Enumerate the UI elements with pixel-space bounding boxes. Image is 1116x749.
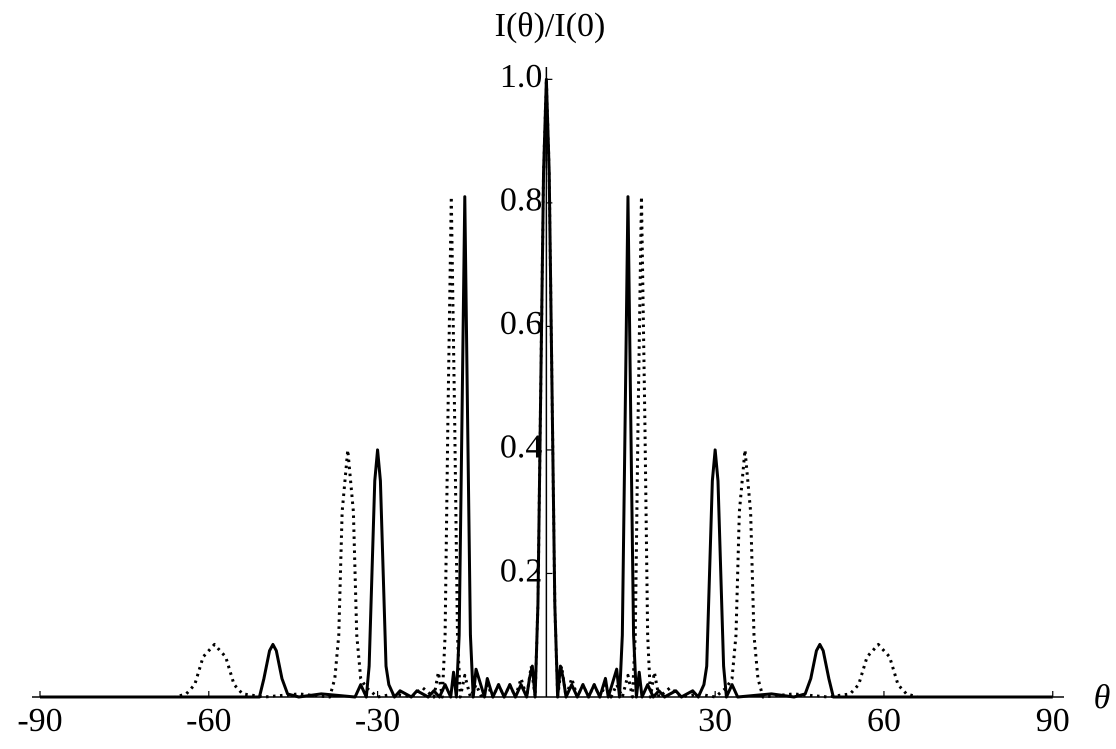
y-tick-label: 0.2 xyxy=(500,552,543,589)
x-axis-label: θ xyxy=(1094,679,1111,716)
series-line xyxy=(40,77,1053,699)
y-tick-label: 0.6 xyxy=(500,305,543,342)
y-tick-label: 0.4 xyxy=(500,429,543,466)
series-line xyxy=(40,77,1053,699)
y-axis-label: I(θ)/I(0) xyxy=(495,7,606,44)
y-tick-label: 0.8 xyxy=(500,182,543,219)
x-tick-label: -90 xyxy=(17,702,62,739)
x-tick-label: -30 xyxy=(355,702,400,739)
x-tick-label: -60 xyxy=(186,702,231,739)
x-tick-label: 60 xyxy=(867,702,901,739)
x-tick-label: 90 xyxy=(1036,702,1070,739)
x-tick-label: 30 xyxy=(698,702,732,739)
y-tick-label: 1.0 xyxy=(500,58,543,95)
